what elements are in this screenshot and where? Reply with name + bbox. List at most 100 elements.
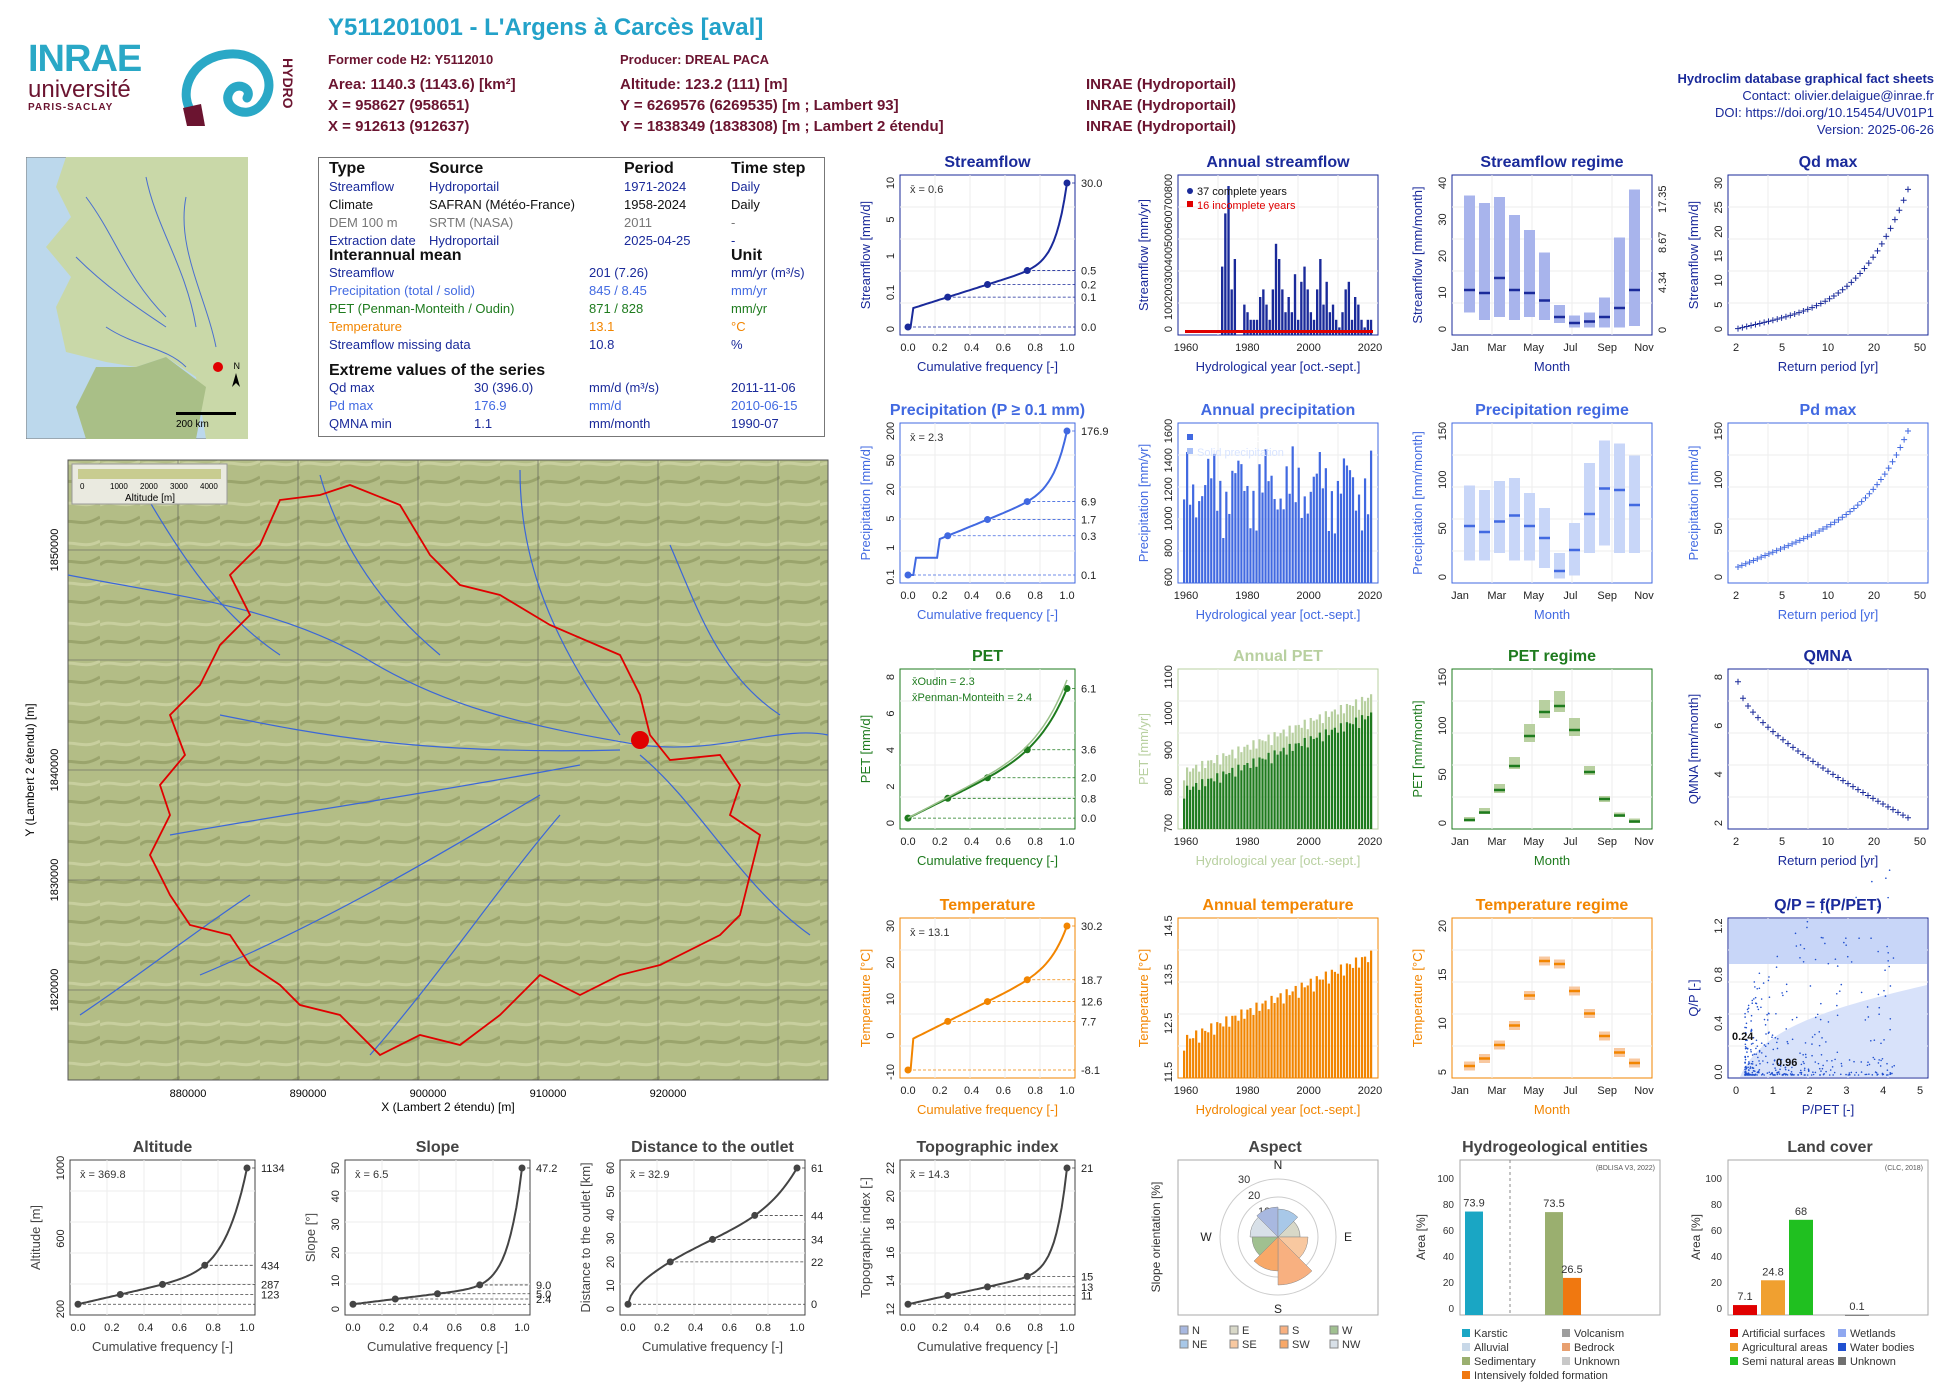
x-tick: 0.6 [996,1085,1011,1097]
year-bar [1237,765,1239,829]
year-bar [1307,514,1309,583]
year-bar [1270,996,1272,1078]
chart-title: Pd max [1800,402,1857,419]
x-tick: 2000 [1296,1085,1320,1097]
year-bar [1210,478,1212,583]
year-bar [1319,259,1321,335]
year-bar [1224,213,1226,335]
x-tick: 0.2 [932,590,947,602]
x-tick: May [1523,342,1544,354]
mean-label: x̄ = 6.5 [355,1169,388,1181]
year-bar [1349,964,1351,1078]
x-tick: 2020 [1358,590,1382,602]
x-tick: 1.0 [239,1322,254,1334]
y-tick: 0.8 [1713,967,1725,982]
year-bar [1225,774,1227,829]
y-tick: 60 [1711,1226,1723,1237]
y-tick: 40 [1711,1252,1723,1263]
year-bar [1243,1019,1245,1078]
x-tick: May [1523,590,1544,602]
right-tick: 30.0 [1081,178,1102,190]
bar-value: 73.9 [1463,1198,1484,1210]
year-bar [1370,712,1372,829]
mean-label: x̄Penman-Monteith = 2.4 [912,692,1032,704]
y-tick: 1 [885,545,897,551]
x-tick: 10 [1822,836,1834,848]
direction-label: N [1274,1158,1283,1172]
x-tick: 5 [1779,590,1785,602]
x-axis-label: Cumulative frequency [-] [917,359,1058,374]
year-bar [1326,282,1328,335]
y-tick: 12.5 [1163,1013,1175,1034]
x-tick: Mar [1487,836,1506,848]
y-tick: 20 [1443,1278,1455,1289]
y-axis-label: Temperature [°C] [1136,949,1151,1047]
right-tick: 6.1 [1081,684,1096,696]
legend-item: Wetlands [1850,1328,1896,1340]
chart-annual_temp: Annual temperatureHydrological year [oct… [1136,897,1382,1117]
ring-label: 30 [1238,1174,1250,1186]
y-tick: 30 [1437,213,1449,225]
year-bar [1367,514,1369,583]
x-tick: 1.0 [1059,342,1074,354]
y-tick: 150 [1437,668,1449,686]
x-tick: 2 [1807,1085,1813,1097]
year-bar [1325,468,1327,583]
x-tick: 0.2 [932,836,947,848]
year-bar [1358,728,1360,829]
year-bar [1343,976,1345,1078]
x-tick: Jul [1563,590,1577,602]
plot-frame [900,918,1075,1078]
year-bar [1310,979,1312,1078]
x-tick: 0.6 [447,1322,462,1334]
year-bar [1288,297,1290,335]
chart-title: Q/P = f(P/PET) [1774,897,1882,914]
chart-title: Streamflow regime [1480,154,1623,171]
right-tick: 3.6 [1081,745,1096,757]
year-bar [1298,743,1300,829]
x-axis-label: Month [1534,607,1570,622]
x-tick: 2 [1733,836,1739,848]
legend-item: SE [1242,1339,1257,1351]
plot-frame [900,175,1075,335]
y-tick: 600 [55,1229,67,1247]
plot-frame [1728,669,1928,829]
year-bar [1364,957,1366,1078]
legend-item: Unknown [1574,1356,1620,1368]
right-tick: 4.34 [1657,272,1669,293]
year-bar [1183,499,1185,583]
year-bar [1322,741,1324,829]
x-tick: Nov [1634,590,1654,602]
x-tick: May [1523,1085,1544,1097]
year-bar [1189,1039,1191,1078]
regime-range [1494,784,1505,793]
y-axis-label: Altitude [m] [28,1205,43,1270]
year-bar [1283,1003,1285,1078]
regime-range [1614,238,1625,328]
year-bar [1313,477,1315,583]
year-bar [1361,530,1363,583]
year-bar [1213,454,1215,583]
x-tick: Sep [1597,836,1617,848]
y-tick: 20 [330,1246,342,1258]
legend-item: Total precipitation [1197,433,1283,445]
x-tick: Jan [1451,836,1469,848]
year-bar [1213,781,1215,829]
chart-title: Precipitation regime [1475,402,1629,419]
regime-range [1599,441,1610,546]
x-tick: 1.0 [1059,836,1074,848]
chart-title: Slope [416,1139,460,1156]
y-tick: 0 [1713,326,1725,332]
year-bar [1319,452,1321,583]
x-tick: 0.4 [964,590,979,602]
x-tick: 0.2 [932,1085,947,1097]
year-bar [1246,763,1248,829]
right-tick: 0 [811,1299,817,1311]
y-tick: 100 [1163,302,1175,320]
y-tick: 0 [330,1306,342,1312]
chart-altitude_cdf: AltitudeCumulative frequency [-]Altitude… [28,1139,285,1354]
x-tick: 0.2 [932,342,947,354]
year-bar [1280,993,1282,1078]
year-bar [1313,992,1315,1078]
y-tick: 0 [1448,1304,1454,1315]
